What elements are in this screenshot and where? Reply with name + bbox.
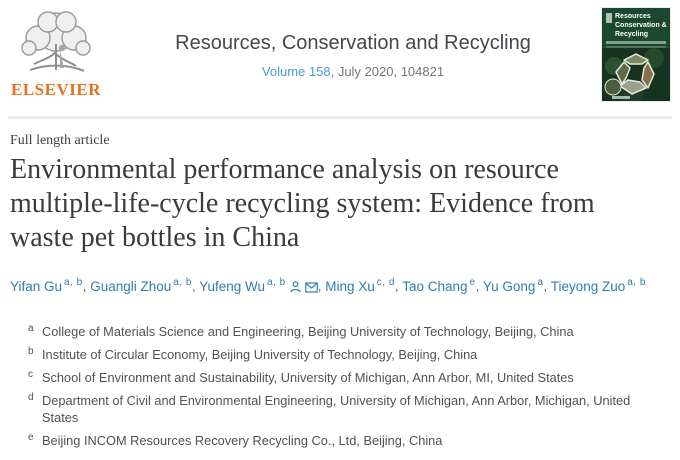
elsevier-wordmark: ELSEVIER: [11, 80, 101, 99]
journal-header: ELSEVIER Resources, Conservation and Rec…: [0, 0, 680, 112]
article-type-label: Full length article: [10, 133, 110, 148]
affiliation-text: Institute of Circular Economy, Beijing U…: [42, 346, 478, 362]
affiliation-text: Beijing INCOM Resources Recovery Recycli…: [42, 432, 443, 448]
author-link[interactable]: Guangli Zhou a, b: [90, 277, 192, 294]
issue-info: , July 2020, 104821: [330, 64, 445, 79]
affiliation-text: Department of Civil and Environmental En…: [42, 392, 631, 425]
cover-title-line1: Resources: [615, 13, 651, 20]
volume-issue-line: Volume 158, July 2020, 104821: [104, 64, 602, 79]
volume-link[interactable]: Volume 158: [261, 64, 331, 79]
journal-cover-thumbnail[interactable]: Resources Conservation & Recycling: [602, 6, 672, 101]
author-link[interactable]: Ming Xu c, d: [325, 277, 395, 294]
journal-title-link[interactable]: Resources, Conservation and Recycling: [175, 32, 531, 54]
affiliation-row: a College of Materials Science and Engin…: [28, 323, 670, 340]
affiliation-list: a College of Materials Science and Engin…: [10, 323, 670, 449]
author-link[interactable]: Yufeng Wu a, b: [199, 277, 286, 294]
affiliation-label: b: [28, 345, 34, 357]
cover-title-line2: Conservation &: [615, 22, 667, 29]
elsevier-tree-icon: [21, 11, 91, 72]
affiliation-label: c: [28, 368, 33, 380]
author-separator: ,: [394, 278, 403, 294]
article-title: Environmental performance analysis on re…: [10, 154, 595, 253]
author-separator: ,: [475, 278, 483, 294]
author-link[interactable]: Yu Gong a: [482, 277, 544, 294]
affiliation-row: c School of Environment and Sustainabili…: [28, 369, 670, 386]
author-separator: ,: [317, 278, 326, 294]
elsevier-logo[interactable]: ELSEVIER: [8, 6, 104, 100]
header-divider: [8, 116, 672, 119]
affiliation-row: e Beijing INCOM Resources Recovery Recyc…: [28, 432, 670, 449]
author-separator: ,: [543, 278, 551, 294]
cover-title-line3: Recycling: [615, 31, 648, 38]
author-link[interactable]: Tao Chang e: [402, 277, 476, 294]
affiliation-label: a: [28, 322, 34, 334]
author-list: Yifan Gu a, b, Guangli Zhou a, b, Yufeng W…: [10, 273, 670, 297]
article-head: Full length article Environmental perfor…: [0, 119, 680, 449]
author-separator: ,: [82, 278, 91, 294]
author-link[interactable]: Yifan Gu a, b: [10, 277, 83, 294]
affiliation-text: College of Materials Science and Enginee…: [42, 323, 574, 339]
affiliation-text: School of Environment and Sustainability…: [42, 369, 574, 385]
affiliation-label: e: [28, 431, 34, 443]
journal-title-block: Resources, Conservation and Recycling Vo…: [104, 6, 602, 79]
affiliation-row: b Institute of Circular Economy, Beijing…: [28, 346, 670, 363]
corresponding-author-person-icon[interactable]: [290, 280, 301, 293]
email-envelope-icon[interactable]: [304, 281, 318, 293]
author-separator: ,: [191, 278, 200, 294]
affiliation-label: d: [28, 391, 34, 403]
affiliation-row: d Department of Civil and Environmental …: [28, 392, 670, 426]
author-link[interactable]: Tieyong Zuo a, b: [550, 277, 646, 294]
